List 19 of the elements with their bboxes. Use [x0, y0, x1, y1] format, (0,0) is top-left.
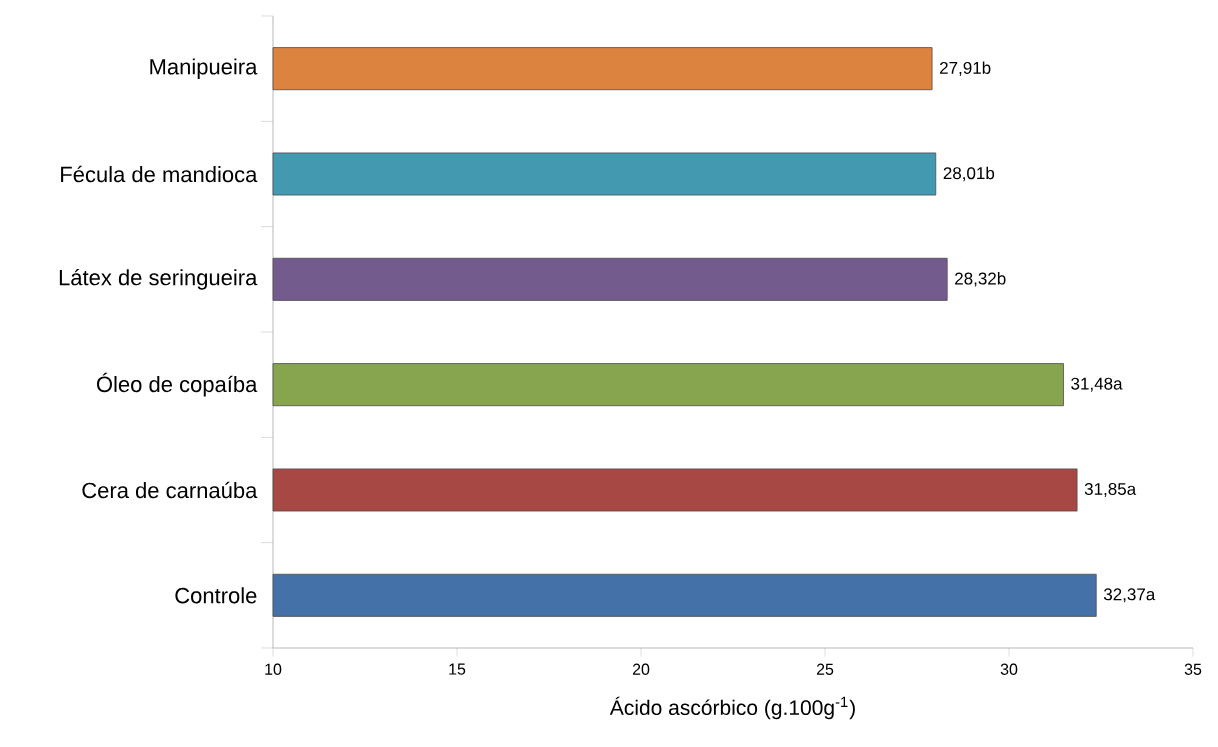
y-tick-label: Manipueira	[150, 58, 258, 79]
data-label: 28,32b	[955, 272, 1006, 287]
data-label: 31,85a	[1084, 482, 1137, 497]
data-label: 27,91b	[940, 61, 991, 76]
x-tick-label: 35	[1184, 663, 1202, 675]
x-axis-title: Ácido ascórbico (g.100g$^{-1}$)	[609, 696, 855, 720]
data-label: 31,48a	[1071, 377, 1123, 392]
y-tick-label: Látex de seringueira	[59, 268, 258, 290]
x-tick-label: 10	[265, 663, 282, 675]
x-tick-label: 20	[632, 663, 650, 675]
data-label: 28,01b	[943, 166, 995, 182]
y-tick-label: Óleo de copaíba	[96, 372, 258, 397]
data-label: 32,37a	[1103, 588, 1156, 603]
x-tick-label: 15	[449, 663, 466, 675]
y-tick-label: Cera de carnaúba	[82, 481, 258, 499]
x-tick-label: 30	[1000, 663, 1018, 675]
x-tick-label: 25	[816, 663, 834, 675]
y-tick-label: Fécula de mandioca	[61, 165, 258, 183]
y-tick-label: Controle	[175, 587, 257, 604]
